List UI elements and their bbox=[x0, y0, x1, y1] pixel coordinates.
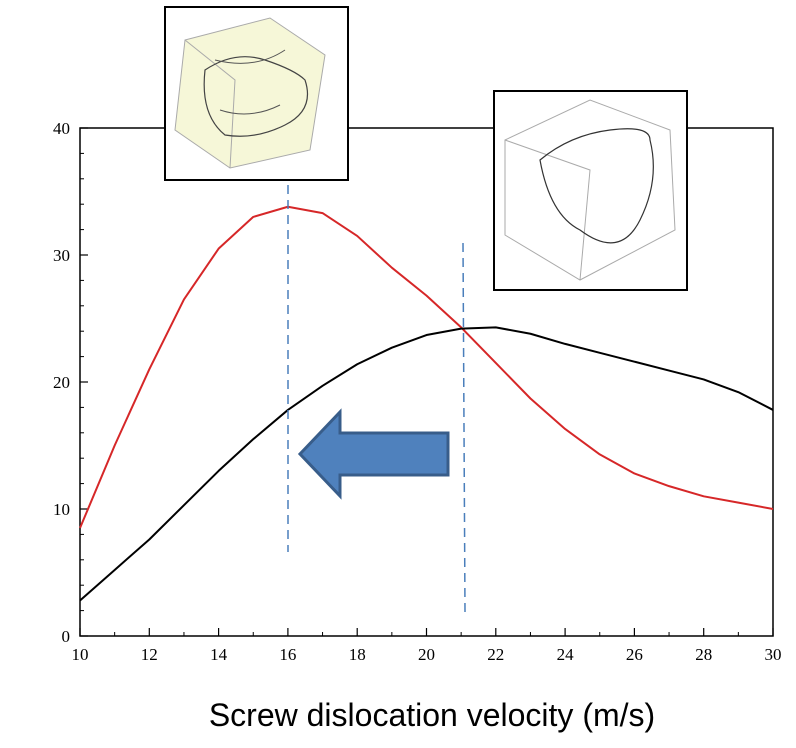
x-tick-label: 20 bbox=[418, 645, 435, 664]
x-tick-label: 26 bbox=[626, 645, 643, 664]
page: {"chart_data": {"type": "line", "x_label… bbox=[0, 0, 796, 748]
x-tick-label: 28 bbox=[695, 645, 712, 664]
x-axis-label: Screw dislocation velocity (m/s) bbox=[209, 697, 655, 733]
x-tick-label: 18 bbox=[349, 645, 366, 664]
inset-image bbox=[494, 91, 687, 290]
chart: 0102030401012141618202224262830 Screw di… bbox=[0, 0, 796, 748]
x-tick-label: 10 bbox=[72, 645, 89, 664]
x-tick-label: 30 bbox=[765, 645, 782, 664]
guide-line bbox=[463, 243, 465, 612]
y-tick-label: 10 bbox=[53, 500, 70, 519]
y-tick-label: 30 bbox=[53, 246, 70, 265]
inset-image bbox=[165, 7, 348, 180]
y-tick-label: 0 bbox=[62, 627, 71, 646]
x-tick-label: 12 bbox=[141, 645, 158, 664]
shift-arrow bbox=[300, 412, 448, 496]
y-tick-label: 40 bbox=[53, 119, 70, 138]
x-tick-label: 14 bbox=[210, 645, 228, 664]
x-tick-label: 16 bbox=[279, 645, 296, 664]
x-tick-label: 24 bbox=[557, 645, 575, 664]
x-tick-label: 22 bbox=[487, 645, 504, 664]
y-tick-label: 20 bbox=[53, 373, 70, 392]
